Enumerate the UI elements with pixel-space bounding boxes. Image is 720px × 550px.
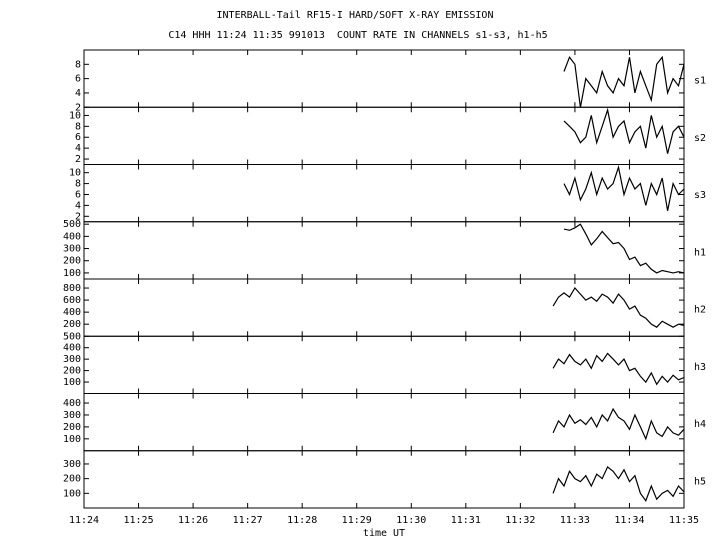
y-tick-label: 100 — [63, 268, 81, 279]
y-tick-label: 400 — [63, 307, 81, 318]
y-tick-label: 2 — [75, 211, 81, 222]
data-line — [552, 352, 685, 386]
x-tick-label: 11:30 — [396, 515, 426, 526]
panel-label: h5 — [694, 476, 706, 487]
panel-frame — [83, 450, 685, 509]
y-tick-label: 4 — [75, 143, 81, 154]
y-tick-label: 800 — [63, 283, 81, 294]
y-tick-label: 600 — [63, 295, 81, 306]
y-tick-label: 300 — [63, 410, 81, 421]
y-tick-label: 6 — [75, 132, 81, 143]
y-tick-label: 400 — [63, 343, 81, 354]
y-tick-label: 2 — [75, 102, 81, 113]
x-tick-label: 11:27 — [233, 515, 263, 526]
y-tick-label: 8 — [75, 59, 81, 70]
y-tick-label: 10 — [69, 110, 81, 121]
x-tick-label: 11:25 — [123, 515, 153, 526]
panel-label: s3 — [694, 190, 706, 201]
y-tick-label: 300 — [63, 244, 81, 255]
y-tick-label: 4 — [75, 88, 81, 99]
y-tick-label: 200 — [63, 422, 81, 433]
y-tick-label: 100 — [63, 488, 81, 499]
x-axis-label: time UT — [363, 528, 405, 539]
panel-label: s2 — [694, 133, 706, 144]
y-tick-label: 8 — [75, 179, 81, 190]
panel-label: s1 — [694, 76, 706, 87]
y-tick-label: 10 — [69, 168, 81, 179]
y-tick-label: 200 — [63, 474, 81, 485]
y-tick-label: 400 — [63, 231, 81, 242]
y-tick-label: 300 — [63, 354, 81, 365]
y-tick-label: 6 — [75, 189, 81, 200]
data-line — [563, 107, 685, 154]
x-tick-label: 11:24 — [69, 515, 99, 526]
y-tick-label: 400 — [63, 398, 81, 409]
chart-subtitle: C14 HHH 11:24 11:35 991013 COUNT RATE IN… — [168, 30, 547, 41]
y-tick-label: 100 — [63, 377, 81, 388]
x-tick-label: 11:31 — [451, 515, 481, 526]
y-tick-label: 200 — [63, 366, 81, 377]
data-line — [563, 164, 685, 211]
data-line — [552, 407, 685, 441]
x-tick-label: 11:35 — [669, 515, 699, 526]
data-line — [563, 223, 685, 274]
chart-title: INTERBALL-Tail RF15-I HARD/SOFT X-RAY EM… — [217, 10, 494, 21]
y-tick-label: 200 — [63, 256, 81, 267]
panel-label: h1 — [694, 247, 706, 258]
x-tick-label: 11:33 — [560, 515, 590, 526]
x-tick-label: 11:32 — [505, 515, 535, 526]
data-line — [552, 465, 685, 502]
y-tick-label: 300 — [63, 459, 81, 470]
panel-label: h4 — [694, 419, 706, 430]
data-line — [563, 55, 685, 108]
y-tick-label: 200 — [63, 319, 81, 330]
y-tick-label: 500 — [63, 219, 81, 230]
x-tick-label: 11:26 — [178, 515, 208, 526]
data-line — [552, 286, 685, 328]
panel-label: h2 — [694, 305, 706, 316]
y-tick-label: 500 — [63, 331, 81, 342]
x-tick-label: 11:29 — [342, 515, 372, 526]
y-tick-label: 8 — [75, 121, 81, 132]
panel-label: h3 — [694, 362, 706, 373]
y-tick-label: 2 — [75, 154, 81, 165]
x-tick-label: 11:34 — [614, 515, 644, 526]
x-tick-label: 11:28 — [287, 515, 317, 526]
y-tick-label: 4 — [75, 200, 81, 211]
y-tick-label: 100 — [63, 434, 81, 445]
y-tick-label: 6 — [75, 74, 81, 85]
